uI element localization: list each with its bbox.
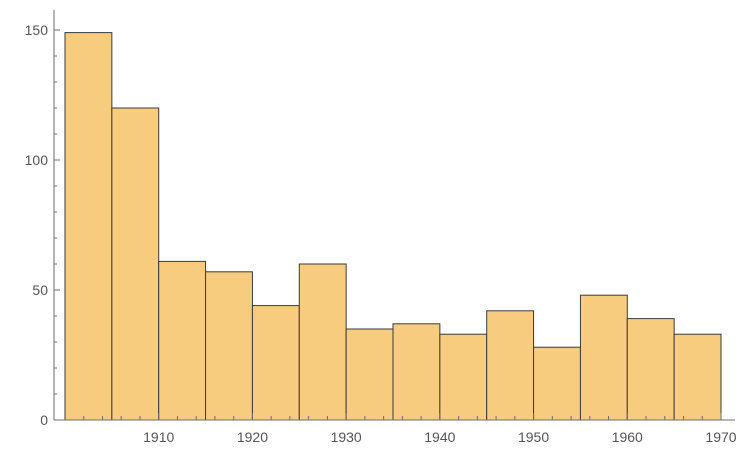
histogram-bar-1960-1965 <box>626 318 675 421</box>
histogram-bar-1900-1905 <box>64 32 113 421</box>
x-tick-label-1970: 1970 <box>705 429 736 445</box>
x-tick-label-1950: 1950 <box>518 429 549 445</box>
x-tick-label-1930: 1930 <box>331 429 362 445</box>
histogram-bar-1940-1945 <box>439 333 488 421</box>
histogram-bar-1965-1970 <box>673 333 722 421</box>
x-tick-label-1960: 1960 <box>612 429 643 445</box>
histogram-bar-1910-1915 <box>158 260 207 421</box>
tick-labels-group: 0 50 100 150 1910 1920 1930 1940 1950 1960 1970 <box>25 22 737 445</box>
histogram-bar-1905-1910 <box>111 107 160 421</box>
y-tick-label-50: 50 <box>32 282 48 298</box>
histogram-bar-1920-1925 <box>251 305 300 421</box>
histogram-bar-1955-1960 <box>579 294 628 421</box>
y-tick-label-100: 100 <box>25 152 49 168</box>
ticks-group <box>54 29 722 421</box>
y-tick-label-0: 0 <box>40 412 48 428</box>
x-tick-label-1920: 1920 <box>237 429 268 445</box>
histogram-bar-1950-1955 <box>533 346 581 421</box>
y-tick-label-150: 150 <box>25 22 49 38</box>
x-tick-label-1940: 1940 <box>424 429 455 445</box>
histogram-bar-1930-1935 <box>345 328 394 421</box>
histogram-bar-1925-1930 <box>298 263 347 421</box>
bars-group <box>64 32 722 421</box>
histogram-bar-1915-1920 <box>205 271 253 421</box>
histogram-bar-1935-1940 <box>392 323 441 421</box>
histogram-bar-1945-1950 <box>486 310 535 421</box>
x-tick-label-1910: 1910 <box>143 429 174 445</box>
axes-group <box>53 10 735 421</box>
